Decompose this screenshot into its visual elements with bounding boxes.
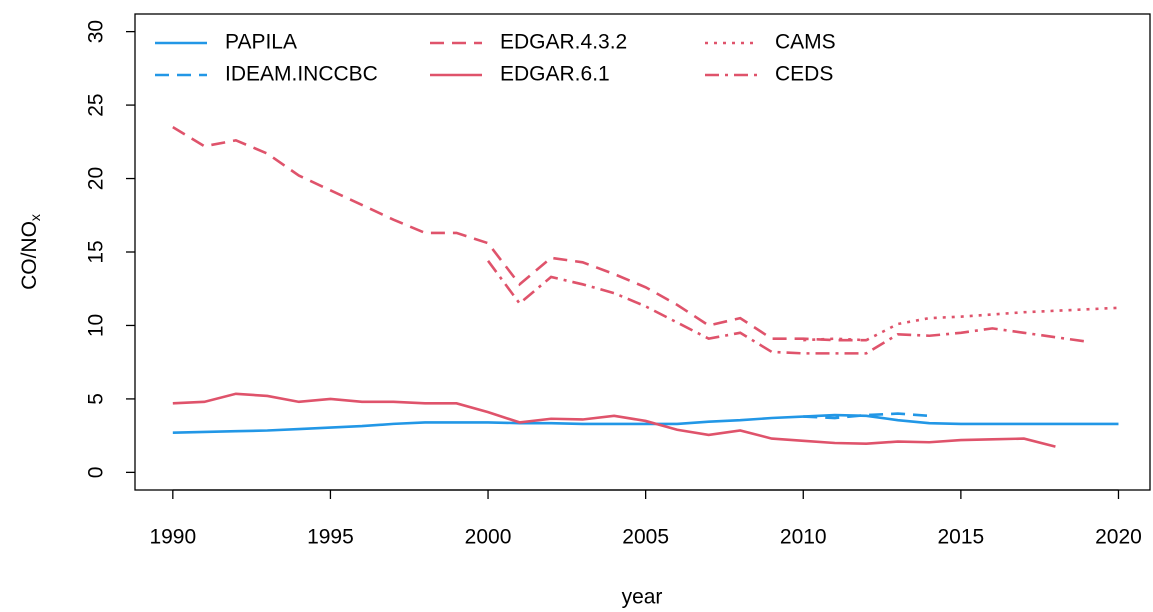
series-line (803, 306, 1119, 342)
series-line (172, 413, 1119, 435)
legend-label: IDEAM.INCCBC (225, 63, 378, 86)
x-tick-label: 2010 (780, 526, 827, 549)
x-tick-label: 2000 (465, 526, 512, 549)
x-axis-label: year (622, 586, 663, 609)
legend-label: CEDS (775, 63, 833, 86)
series-line (172, 126, 867, 342)
y-tick-label: 15 (85, 240, 108, 263)
legend-label: CAMS (775, 31, 836, 54)
x-tick-label: 2015 (938, 526, 985, 549)
y-tick-label: 5 (85, 393, 108, 405)
x-tick-label: 2020 (1095, 526, 1142, 549)
y-axis-label: CO/NOx (18, 214, 43, 290)
y-tick-label: 25 (85, 93, 108, 116)
x-tick-label: 1995 (307, 526, 354, 549)
y-tick-label: 20 (85, 167, 108, 190)
x-tick-label: 2005 (622, 526, 669, 549)
x-tick-label: 1990 (149, 526, 196, 549)
y-tick-label: 0 (85, 467, 108, 479)
series-line (172, 392, 1056, 448)
legend-label: EDGAR.4.3.2 (500, 31, 627, 54)
series-line (486, 260, 1088, 355)
legend-label: PAPILA (225, 31, 297, 54)
legend-label: EDGAR.6.1 (500, 63, 610, 86)
y-tick-label: 30 (85, 20, 108, 43)
y-axis-label-sub: x (27, 214, 43, 221)
y-axis-label-main: CO/NO (18, 221, 41, 290)
y-tick-label: 10 (85, 314, 108, 337)
